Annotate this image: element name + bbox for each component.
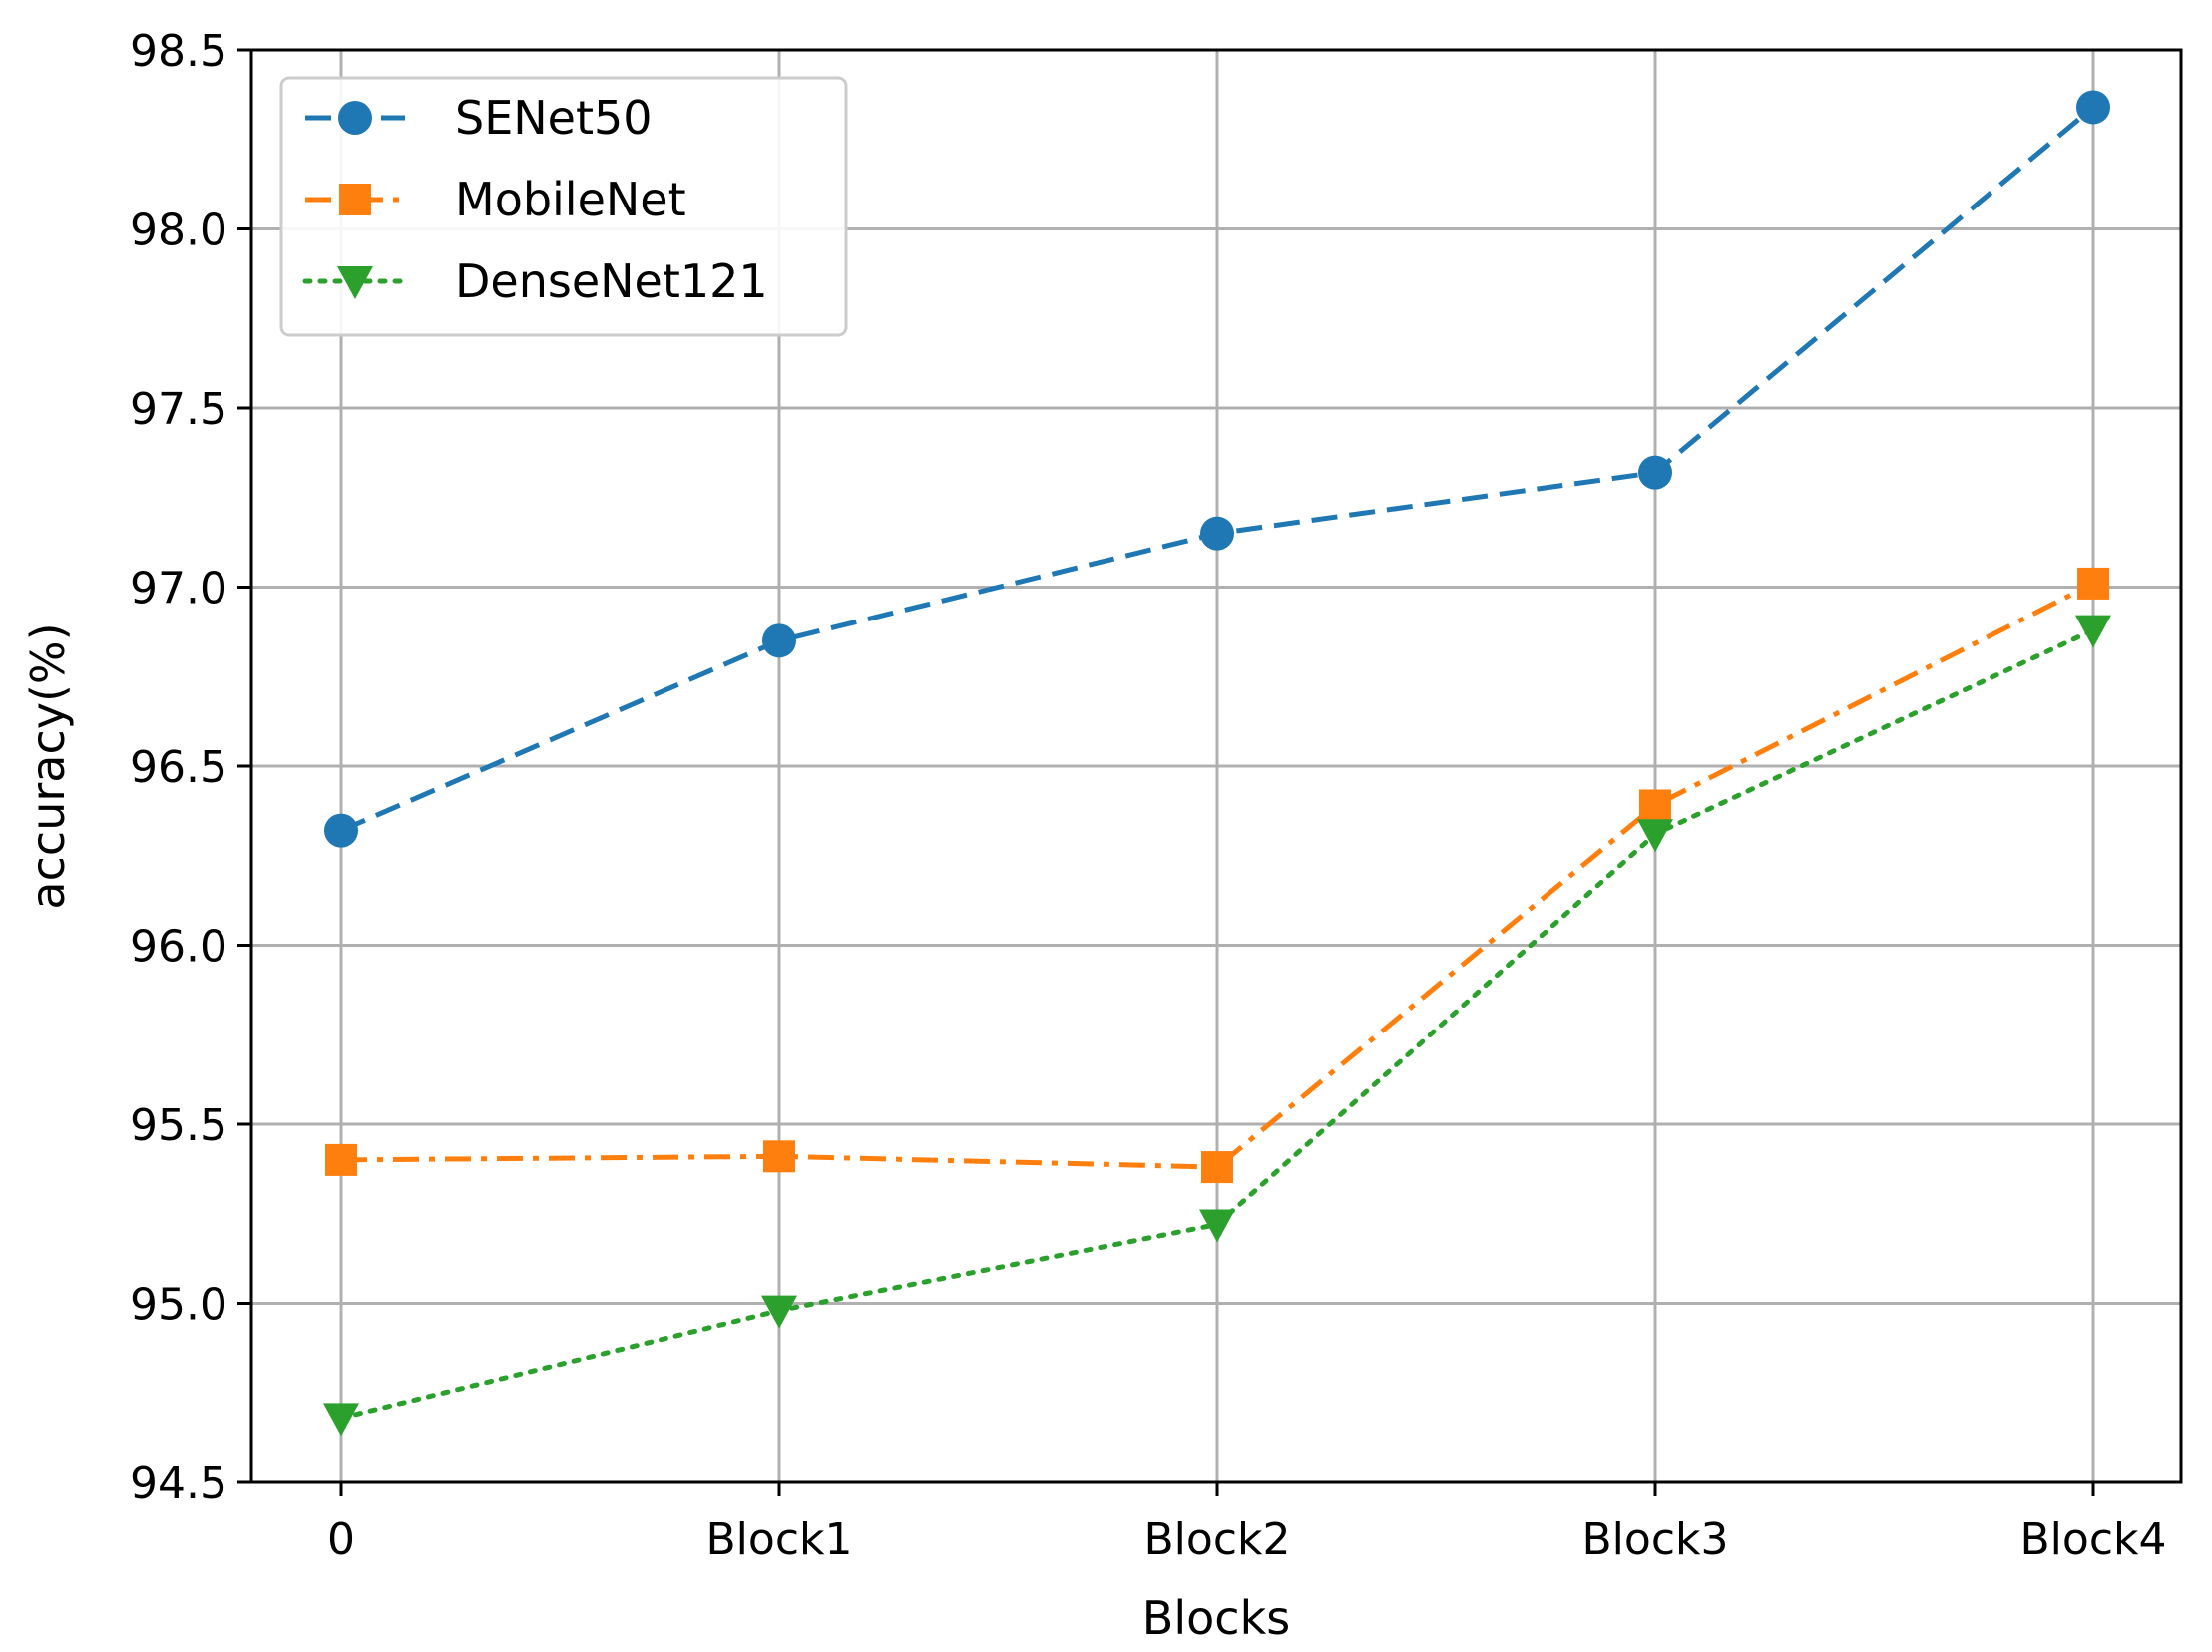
legend-box [279, 76, 848, 337]
data-point [325, 1143, 357, 1176]
x-tick-label: 0 [327, 1514, 355, 1565]
x-axis-title: Blocks [1142, 1591, 1290, 1645]
y-tick-label: 97.5 [130, 384, 227, 435]
data-point [1638, 455, 1672, 490]
legend-item-mobilenet: MobileNet [305, 173, 686, 226]
data-point [763, 1140, 795, 1173]
x-tick-label: Block2 [1144, 1514, 1291, 1565]
legend-marker [337, 266, 373, 299]
series-densenet121 [323, 615, 2111, 1437]
legend: SENet50 MobileNet DenseNet121 [279, 76, 848, 337]
data-point [1201, 1151, 1233, 1184]
y-axis-ticks: 94.5 95.0 95.5 96.0 96.5 97.0 97.5 98.0 98.5 [130, 26, 251, 1509]
data-point [762, 623, 796, 658]
y-tick-label: 96.0 [130, 922, 227, 973]
series-layer [323, 90, 2111, 1437]
y-tick-label: 94.5 [130, 1458, 227, 1509]
legend-label: DenseNet121 [455, 254, 768, 308]
data-point [2076, 90, 2110, 125]
y-tick-label: 98.0 [130, 206, 227, 256]
legend-item-densenet121: DenseNet121 [302, 254, 768, 308]
x-tick-label: Block1 [706, 1514, 853, 1565]
y-tick-label: 95.5 [130, 1100, 227, 1151]
x-axis-ticks: 0 Block1 Block2 Block3 Block4 [327, 1482, 2167, 1565]
y-tick-label: 96.5 [130, 742, 227, 793]
data-point [2075, 615, 2111, 648]
data-point [761, 1295, 797, 1329]
legend-marker [338, 101, 372, 135]
data-point [1637, 819, 1673, 853]
data-point [1639, 789, 1671, 822]
y-axis-title: accuracy(%) [21, 622, 75, 909]
y-tick-label: 98.5 [130, 26, 227, 77]
data-point [1199, 1209, 1235, 1243]
y-tick-label: 97.0 [130, 564, 227, 615]
x-tick-label: Block4 [2020, 1514, 2167, 1565]
x-tick-label: Block3 [1582, 1514, 1729, 1565]
series-mobilenet [325, 567, 2109, 1184]
data-point [1200, 516, 1234, 551]
series-senet50 [324, 90, 2110, 848]
legend-item-senet50: SENet50 [305, 91, 653, 145]
legend-marker [339, 184, 371, 215]
legend-label: MobileNet [455, 173, 686, 226]
data-point [2077, 567, 2109, 600]
legend-label: SENet50 [455, 91, 653, 145]
y-tick-label: 95.0 [130, 1280, 227, 1331]
data-point [323, 1403, 359, 1437]
data-point [324, 813, 358, 848]
